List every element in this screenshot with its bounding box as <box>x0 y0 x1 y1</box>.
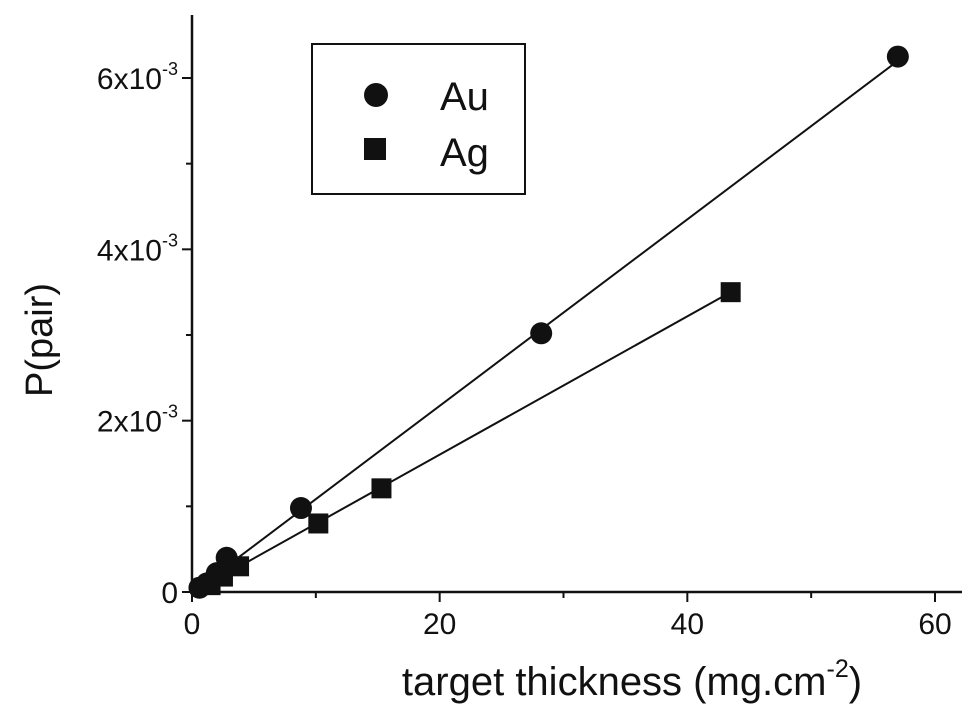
x-axis-title-tail: ) <box>849 660 862 704</box>
y-tick-label-base: 2x10 <box>97 406 162 439</box>
x-tick-label: 0 <box>184 608 201 641</box>
y-axis-title: P(pair) <box>19 283 61 397</box>
y-tick-label-exponent: -3 <box>162 402 178 422</box>
y-tick-label: 2x10-3 <box>97 402 178 439</box>
fit-line-au <box>197 60 899 589</box>
y-tick-label-base: 0 <box>161 577 178 610</box>
legend-marker-au <box>364 83 388 107</box>
point-ag <box>308 513 329 534</box>
plot-frame <box>190 15 962 594</box>
data-markers <box>188 45 909 599</box>
x-tick-label: 60 <box>918 608 951 641</box>
y-tick-label-base: 4x10 <box>97 234 162 267</box>
y-tick-label-exponent: -3 <box>162 230 178 250</box>
legend-marker-ag <box>364 138 386 160</box>
point-au <box>530 322 553 345</box>
legend-label-au: Au <box>440 75 489 119</box>
point-ag <box>229 556 250 577</box>
legend-label-ag: Ag <box>440 131 489 175</box>
x-tick-label: 20 <box>423 608 456 641</box>
legend: Au Ag <box>311 43 526 195</box>
x-axis-title-sup: -2 <box>827 655 849 683</box>
point-au <box>289 497 312 520</box>
y-tick-label-base: 6x10 <box>97 63 162 96</box>
point-ag <box>720 282 741 303</box>
fit-line-ag <box>197 291 732 591</box>
x-axis-title: target thickness (mg.cm-2) <box>402 655 862 704</box>
fit-lines <box>197 60 899 591</box>
point-au <box>886 45 909 68</box>
point-ag <box>371 478 392 499</box>
x-axis-title-main: target thickness (mg.cm <box>402 660 827 704</box>
y-tick-label-exponent: -3 <box>162 59 178 79</box>
x-axis-ticks: 0 20 40 60 <box>184 592 952 641</box>
legend-box <box>311 43 526 195</box>
y-tick-label: 4x10-3 <box>97 230 178 267</box>
x-tick-label: 40 <box>671 608 704 641</box>
y-tick-label: 6x10-3 <box>97 59 178 96</box>
y-tick-label: 0 <box>161 577 178 610</box>
point-ag <box>212 566 233 587</box>
